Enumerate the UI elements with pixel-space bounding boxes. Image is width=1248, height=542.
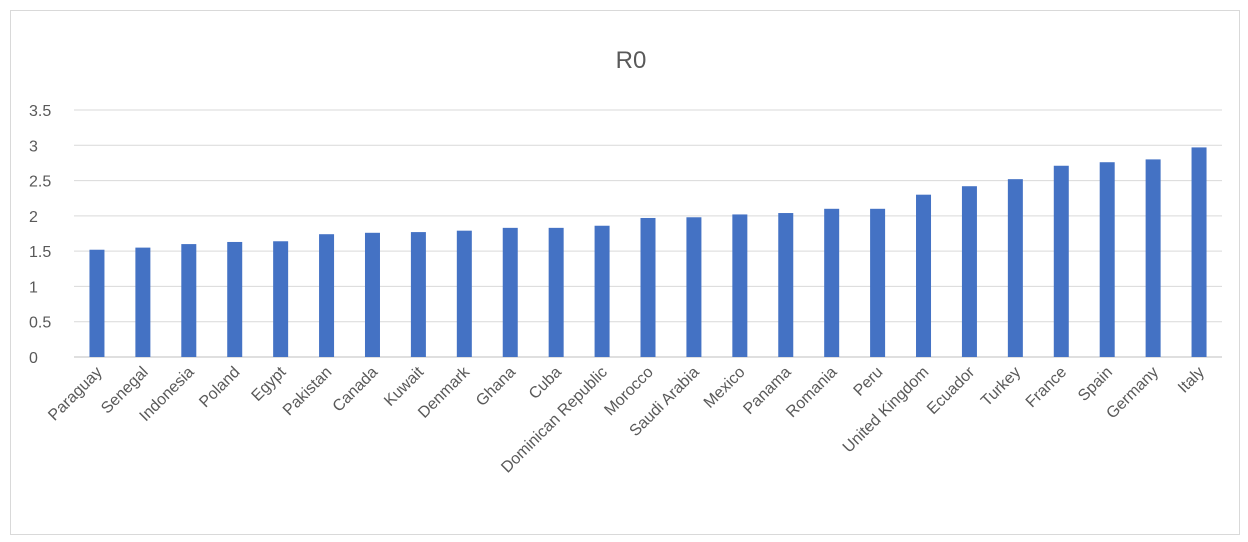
x-category-label: Cuba	[526, 364, 565, 403]
bar-pakistan	[319, 234, 335, 357]
x-category-label: Ecuador	[924, 363, 979, 418]
x-category-label: Romania	[783, 364, 840, 421]
y-tick-label: 1.5	[29, 244, 51, 261]
chart-title: R0	[616, 47, 647, 74]
x-category-label: Denmark	[415, 363, 474, 422]
bar-paraguay	[89, 249, 105, 357]
x-category-label: Ghana	[473, 364, 519, 410]
y-tick-label: 2	[29, 209, 38, 226]
x-category-label: Peru	[851, 364, 887, 400]
x-category-label: Canada	[330, 364, 382, 416]
bar-panama	[778, 213, 794, 357]
bar-mexico	[732, 214, 748, 357]
bar-ghana	[502, 227, 518, 357]
bar-cuba	[548, 227, 564, 357]
bar-ecuador	[961, 186, 977, 357]
bar-spain	[1099, 162, 1115, 357]
x-category-label: Spain	[1075, 364, 1116, 405]
bar-turkey	[1007, 179, 1023, 357]
bar-dominican-republic	[594, 225, 610, 357]
bar-poland	[227, 241, 243, 357]
y-tick-label: 0	[29, 350, 38, 367]
bar-denmark	[456, 230, 472, 357]
bar-saudi-arabia	[686, 217, 702, 357]
gridlines	[74, 109, 1222, 358]
bars	[89, 147, 1207, 357]
bar-morocco	[640, 217, 656, 357]
x-category-label: Poland	[196, 364, 243, 411]
bar-italy	[1191, 147, 1207, 357]
x-category-label: Pakistan	[280, 364, 335, 419]
y-tick-label: 3.5	[29, 103, 51, 120]
bar-kuwait	[410, 232, 426, 357]
y-tick-label: 3	[29, 138, 38, 155]
x-category-label: Kuwait	[381, 363, 427, 409]
bar-egypt	[273, 241, 289, 357]
y-tick-label: 2.5	[29, 174, 51, 191]
bar-germany	[1145, 159, 1161, 357]
y-tick-label: 0.5	[29, 315, 51, 332]
chart-frame	[10, 10, 1240, 535]
x-category-label: United Kingdom	[840, 364, 933, 457]
x-category-label: Paraguay	[45, 364, 105, 424]
y-tick-label: 1	[29, 279, 38, 296]
y-axis-ticks: 0 0.5 1 1.5 2 2.5 3 3.5	[29, 103, 51, 367]
bar-senegal	[135, 247, 151, 357]
bar-canada	[364, 232, 380, 357]
x-category-label: Italy	[1175, 364, 1208, 397]
bar-peru	[870, 208, 886, 357]
bar-united-kingdom	[916, 194, 932, 357]
bar-france	[1053, 165, 1069, 357]
bar-romania	[824, 208, 840, 357]
x-category-label: Egypt	[249, 363, 290, 404]
x-category-label: France	[1023, 364, 1070, 411]
x-category-label: Turkey	[978, 364, 1024, 410]
bar-indonesia	[181, 244, 197, 357]
